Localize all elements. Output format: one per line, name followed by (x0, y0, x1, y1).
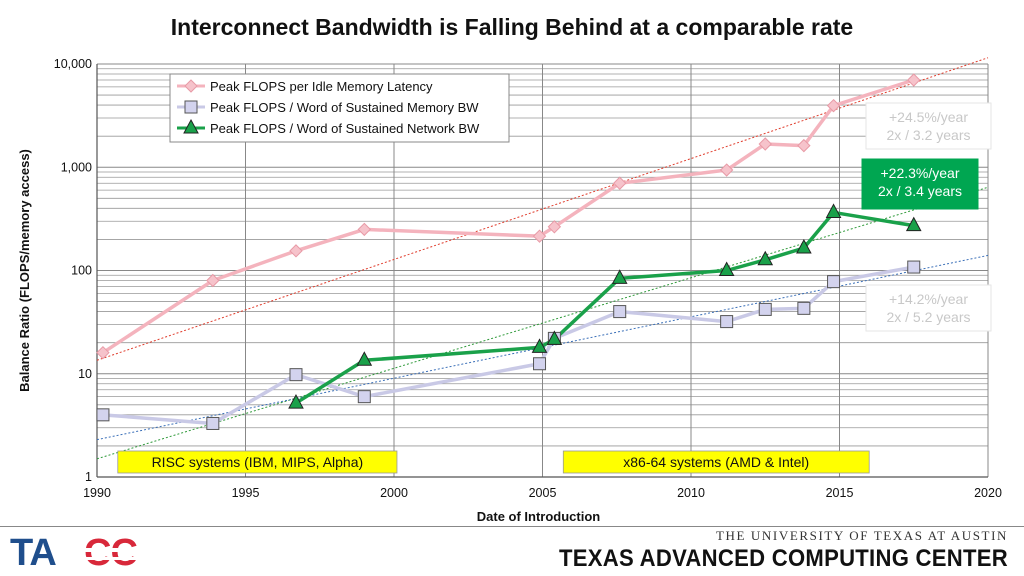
annotation-text: +14.2%/year (889, 291, 968, 307)
data-point (796, 238, 812, 254)
data-point (758, 137, 772, 151)
svg-text:TA: TA (10, 534, 56, 570)
data-point (288, 394, 304, 409)
data-point (531, 338, 548, 353)
y-tick-label: 10,000 (54, 57, 92, 71)
data-point (532, 229, 547, 243)
data-point (184, 79, 198, 93)
axes (96, 64, 988, 478)
y-tick-label: 1 (85, 470, 92, 484)
annotation-box (865, 102, 992, 150)
x-tick-label: 2010 (677, 486, 705, 500)
x-tick-label: 2015 (826, 486, 854, 500)
era-bands: RISC systems (IBM, MIPS, Alpha) x86-64 sy… (117, 450, 870, 474)
legend-box (169, 73, 510, 143)
trendline (96, 186, 989, 460)
legend-label: Peak FLOPS / Word of Sustained Network B… (210, 121, 480, 136)
data-point (357, 390, 371, 404)
data-point (827, 275, 841, 289)
annotation-text: 2x / 3.4 years (878, 183, 962, 199)
data-point (533, 357, 547, 371)
trendlines (96, 57, 989, 460)
center-name: TEXAS ADVANCED COMPUTING CENTER (559, 545, 1008, 572)
era-band (562, 450, 870, 474)
series-line (102, 265, 915, 426)
x-tick-label: 2005 (529, 486, 557, 500)
data-point (206, 273, 220, 288)
tacc-logo: TA CC (10, 534, 164, 570)
data-point (797, 301, 811, 315)
annotations: +24.5%/year 2x / 3.2 years +22.3%/year 2x /… (861, 102, 992, 332)
x-tick-label: 1995 (232, 486, 260, 500)
data-point (719, 163, 734, 177)
data-point (797, 138, 811, 153)
data-point (289, 368, 303, 382)
legend-label: Peak FLOPS / Word of Sustained Memory BW (210, 100, 479, 115)
era-band (117, 450, 398, 474)
chart-title: Interconnect Bandwidth is Falling Behind… (170, 14, 854, 40)
data-point (206, 416, 220, 430)
data-point (546, 330, 563, 345)
series-line (295, 210, 915, 405)
x-tick-label: 1990 (83, 486, 111, 500)
annotation-text: 2x / 5.2 years (886, 309, 970, 325)
annotation-box (865, 284, 992, 332)
x-axis-title: Date of Introduction (477, 509, 601, 524)
data-point (289, 244, 303, 258)
data-point (825, 203, 842, 218)
data-point (356, 351, 373, 366)
data-point (357, 222, 372, 237)
data-point (905, 216, 922, 232)
data-point (613, 176, 627, 190)
university-name: THE UNIVERSITY OF TEXAS AT AUSTIN (716, 528, 1008, 543)
annotation-text: 2x / 3.2 years (886, 127, 970, 143)
y-tick-label: 10 (78, 367, 92, 381)
era-label: RISC systems (IBM, MIPS, Alpha) (152, 454, 364, 470)
data-point (826, 98, 841, 113)
data-point (96, 408, 110, 422)
series-line (101, 78, 915, 355)
data-point (613, 305, 627, 319)
annotation-text: +24.5%/year (889, 109, 968, 125)
footer-divider (0, 526, 1024, 527)
data-point (184, 100, 198, 114)
y-tick-label: 1,000 (61, 160, 92, 174)
data-point (611, 269, 628, 284)
data-point (183, 118, 199, 134)
data-point (907, 260, 921, 274)
x-tick-label: 2000 (380, 486, 408, 500)
legend: Peak FLOPS per Idle Memory Latency Peak F… (169, 73, 510, 143)
grid (96, 63, 989, 478)
axis-labels: 1 10 100 1,000 10,000 1990 1995 2000 2005 2010 201… (17, 57, 1002, 524)
data-point (757, 250, 774, 266)
x-tick-label: 2020 (974, 486, 1002, 500)
data-point (718, 261, 735, 276)
y-axis-title: Balance Ratio (FLOPS/memory access) (17, 149, 32, 392)
data-point (547, 220, 562, 234)
data-point (96, 345, 110, 360)
annotation-box (861, 158, 979, 210)
annotation-text: +22.3%/year (881, 165, 960, 181)
data-point (758, 302, 772, 316)
legend-label: Peak FLOPS per Idle Memory Latency (210, 79, 433, 94)
era-label: x86-64 systems (AMD & Intel) (623, 454, 809, 470)
data-series (96, 73, 922, 430)
data-point (907, 73, 921, 87)
y-tick-label: 100 (71, 264, 92, 278)
data-point (720, 315, 734, 329)
trendline (96, 57, 989, 361)
